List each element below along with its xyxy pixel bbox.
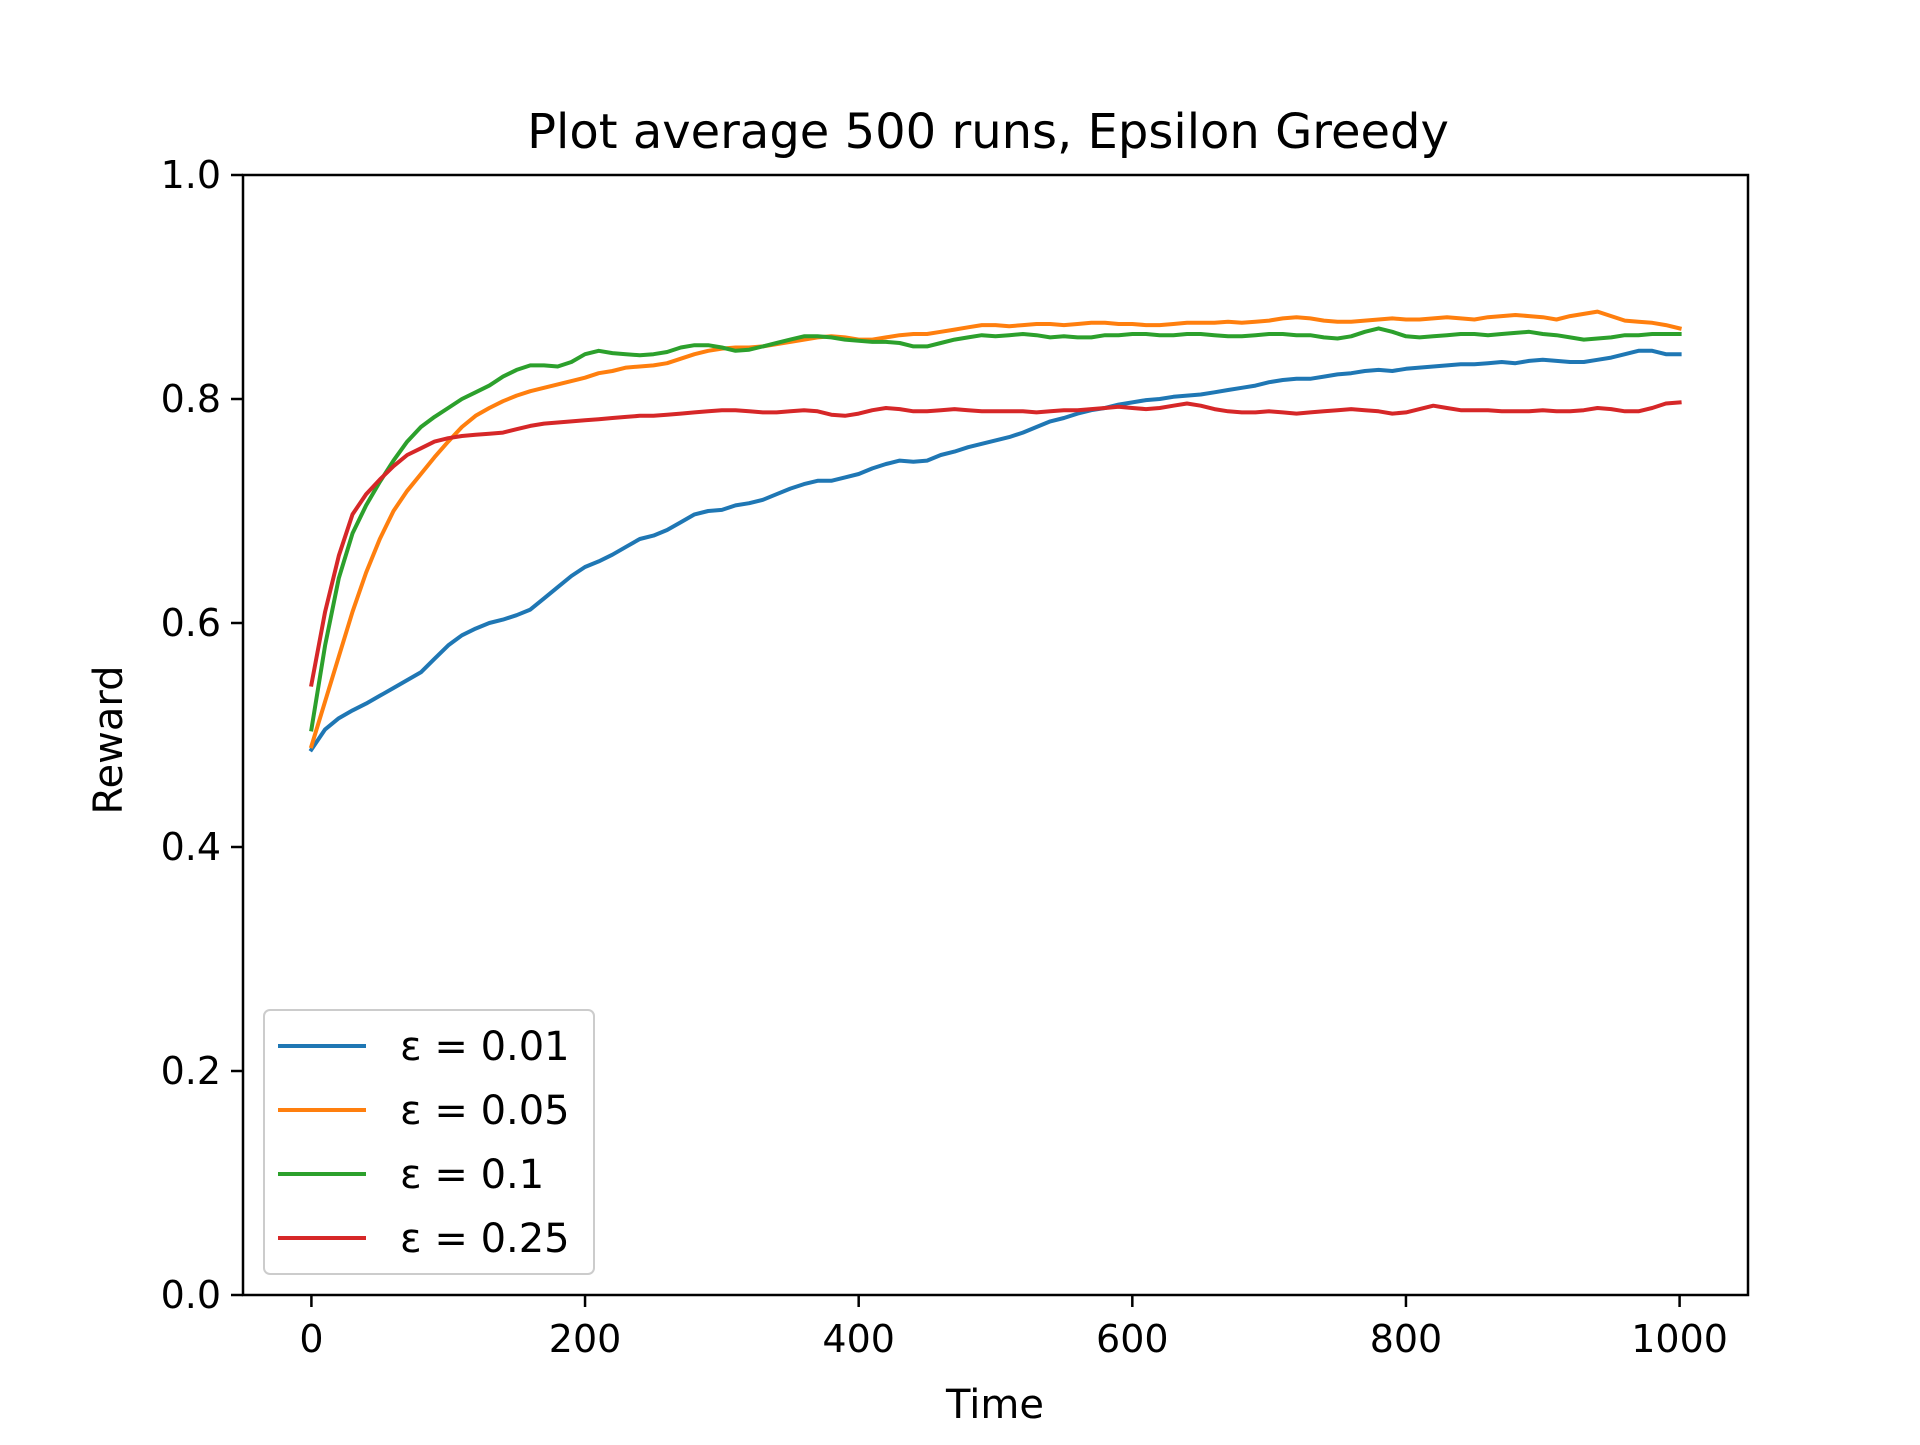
series-line-3 — [309, 400, 1682, 687]
y-tick-label: 0.2 — [161, 1049, 221, 1093]
y-tick-label: 0.8 — [161, 377, 221, 421]
y-axis-label: Reward — [86, 666, 132, 815]
series-line-0 — [308, 348, 1682, 753]
plot-lines — [308, 309, 1683, 753]
legend-label-3: ε = 0.25 — [400, 1216, 570, 1262]
series-line-1 — [308, 309, 1683, 749]
x-axis-label: Time — [945, 1382, 1044, 1428]
chart-title: Plot average 500 runs, Epsilon Greedy — [527, 104, 1449, 160]
legend-label-1: ε = 0.05 — [400, 1088, 570, 1134]
y-tick-label: 0.4 — [161, 825, 221, 869]
x-tick-label: 1000 — [1631, 1317, 1728, 1361]
y-tick-label: 0.6 — [161, 601, 221, 645]
y-tick-label: 0.0 — [161, 1273, 221, 1317]
y-axis-ticks: 0.0 0.2 0.4 0.6 0.8 1.0 — [161, 153, 243, 1317]
x-tick-label: 200 — [549, 1317, 622, 1361]
x-tick-label: 400 — [822, 1317, 895, 1361]
legend-box — [263, 1009, 595, 1275]
x-tick-label: 0 — [299, 1317, 323, 1361]
legend: ε = 0.01 ε = 0.05 ε = 0.1 ε = 0.25 — [263, 1009, 595, 1275]
series-line-2 — [309, 326, 1682, 732]
x-axis-ticks: 0 200 400 600 800 1000 — [299, 1295, 1728, 1361]
legend-entries: ε = 0.01 ε = 0.05 ε = 0.1 ε = 0.25 — [278, 1024, 570, 1262]
x-tick-label: 800 — [1370, 1317, 1443, 1361]
legend-label-2: ε = 0.1 — [400, 1152, 544, 1198]
x-tick-label: 600 — [1096, 1317, 1169, 1361]
plot-frame — [241, 173, 1750, 1297]
legend-label-0: ε = 0.01 — [400, 1024, 570, 1070]
y-tick-label: 1.0 — [161, 153, 221, 197]
